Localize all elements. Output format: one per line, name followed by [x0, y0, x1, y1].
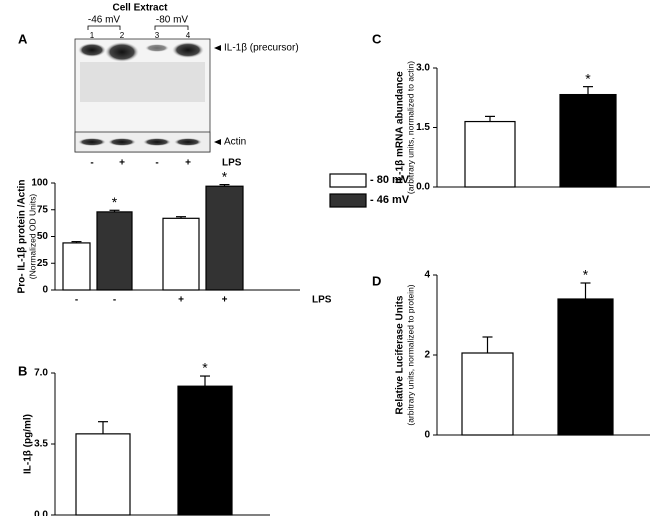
band-label: IL-1β (precursor)	[224, 43, 299, 54]
bar	[96, 211, 133, 291]
y-tick-label: 0.0	[416, 182, 430, 193]
x-tick-label: -	[113, 295, 116, 306]
band	[108, 138, 136, 146]
lps-sign: +	[119, 158, 125, 169]
group-label: -80 mV	[156, 15, 189, 26]
y-tick-label: 25	[37, 258, 49, 269]
lps-sign: +	[185, 158, 191, 169]
band	[145, 44, 169, 52]
y-tick-label: 7.0	[34, 368, 48, 379]
y-tick-label: 1.5	[416, 122, 430, 133]
bar	[464, 120, 516, 188]
significance: *	[112, 194, 118, 210]
y-tick-label: 100	[31, 178, 48, 189]
y-tick-label: 0	[424, 430, 430, 441]
band-label: Actin	[224, 137, 246, 148]
band	[105, 42, 139, 62]
band	[78, 138, 106, 146]
bracket	[87, 25, 189, 30]
y-axis-sublabel: (arbitrary units, normalized to protein)	[405, 284, 415, 425]
y-axis-sublabel: (arbitrary units, normalized to actin)	[405, 61, 415, 194]
significance: *	[585, 70, 591, 86]
bar	[162, 217, 200, 291]
y-tick-label: 3.5	[34, 439, 48, 450]
group-label: -46 mV	[88, 15, 121, 26]
band	[174, 138, 202, 146]
bar	[177, 385, 233, 516]
lane-number: 1	[90, 31, 95, 40]
legend-swatch	[329, 173, 367, 188]
y-axis-label: IL-1β mRNA abundance	[395, 71, 406, 184]
western-blot: A Cell Extract -46 mV -80 mV 1 2 3 4 IL-…	[18, 3, 299, 169]
significance: *	[583, 267, 589, 283]
arrow	[214, 45, 221, 51]
legend-swatch	[329, 193, 367, 208]
x-tick-label: +	[178, 295, 184, 306]
lps-sign: -	[155, 158, 158, 169]
panel-letter: A	[18, 31, 28, 46]
panel-letter: D	[372, 273, 381, 288]
bar	[62, 242, 91, 291]
y-axis-sublabel: (Normalized OD Units)	[27, 194, 37, 280]
actin-blot	[74, 131, 211, 153]
panel-letter: B	[18, 363, 27, 378]
lane-number: 2	[120, 31, 125, 40]
y-axis-label: Pro- IL-1β protein /Actin	[17, 180, 28, 294]
y-axis-label: Relative Luciferase Units	[395, 295, 406, 414]
y-tick-label: 3.0	[416, 63, 430, 74]
band	[143, 138, 171, 146]
blot-title: Cell Extract	[112, 3, 168, 14]
bar	[75, 433, 131, 516]
y-tick-label: 4	[424, 270, 430, 281]
bar	[557, 298, 614, 436]
x-tick-label: -	[75, 295, 78, 306]
legend-label: - 46 mV	[370, 194, 410, 206]
y-tick-label: 0	[42, 285, 48, 296]
band	[78, 43, 106, 57]
significance: *	[222, 168, 228, 184]
y-tick-label: 50	[37, 231, 49, 242]
bar	[205, 185, 244, 291]
y-axis-label: IL-1β (pg/ml)	[23, 414, 34, 474]
smear	[80, 62, 205, 102]
bar	[559, 93, 617, 188]
x-axis-label: LPS	[312, 295, 332, 306]
x-tick-label: +	[222, 295, 228, 306]
lane-number: 4	[186, 31, 191, 40]
significance: *	[202, 360, 208, 376]
y-tick-label: 2	[424, 350, 430, 361]
lps-sign: -	[90, 158, 93, 169]
y-tick-label: 0.0	[34, 510, 48, 516]
lane-number: 3	[155, 31, 160, 40]
band	[172, 42, 204, 58]
bar	[461, 352, 514, 436]
y-tick-label: 75	[37, 204, 49, 215]
panel-letter: C	[372, 31, 382, 46]
arrow	[214, 139, 221, 145]
legend-label: - 80 mV	[370, 174, 410, 186]
lps-label: LPS	[222, 158, 242, 169]
